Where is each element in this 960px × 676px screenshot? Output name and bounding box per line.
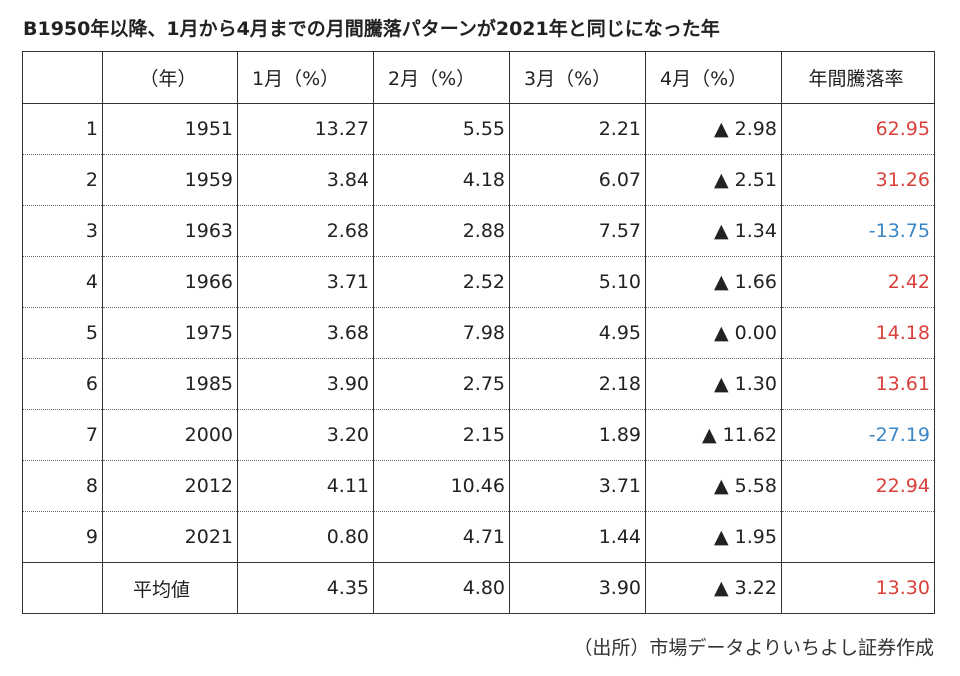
cell-annual — [781, 511, 935, 563]
cell-mar: 5.10 — [509, 256, 646, 308]
cell-apr: ▲ 1.34 — [645, 205, 782, 257]
cell-year: 2012 — [102, 460, 238, 512]
cell-annual: 14.18 — [781, 307, 935, 359]
table-title: B1950年以降、1月から4月までの月間騰落パターンが2021年と同じになった年 — [23, 18, 720, 40]
cell-index — [22, 562, 103, 614]
cell-mar: 2.21 — [509, 103, 646, 155]
cell-feb: 2.15 — [373, 409, 510, 461]
cell-annual: 13.30 — [781, 562, 935, 614]
header-row: （年） 1月（%） 2月（%） 3月（%） 4月（%） 年間騰落率 — [22, 51, 935, 104]
cell-annual: 62.95 — [781, 103, 935, 155]
cell-year: 1966 — [102, 256, 238, 308]
cell-apr: ▲ 3.22 — [645, 562, 782, 614]
cell-apr: ▲ 1.95 — [645, 511, 782, 563]
cell-year: 2000 — [102, 409, 238, 461]
cell-apr: ▲ 2.51 — [645, 154, 782, 206]
cell-annual: -27.19 — [781, 409, 935, 461]
cell-feb: 4.71 — [373, 511, 510, 563]
cell-jan: 3.71 — [237, 256, 374, 308]
cell-jan: 0.80 — [237, 511, 374, 563]
header-feb: 2月（%） — [373, 51, 510, 104]
cell-year: 1959 — [102, 154, 238, 206]
cell-index: 4 — [22, 256, 103, 308]
cell-index: 8 — [22, 460, 103, 512]
cell-feb: 2.88 — [373, 205, 510, 257]
header-year: （年） — [102, 51, 238, 104]
table-row: 4 1966 3.71 2.52 5.10 ▲ 1.66 2.42 — [22, 256, 935, 308]
cell-index: 2 — [22, 154, 103, 206]
table-row: 7 2000 3.20 2.15 1.89 ▲ 11.62 -27.19 — [22, 409, 935, 461]
cell-index: 7 — [22, 409, 103, 461]
cell-year: 1951 — [102, 103, 238, 155]
cell-annual: 13.61 — [781, 358, 935, 410]
cell-index: 3 — [22, 205, 103, 257]
cell-mar: 4.95 — [509, 307, 646, 359]
cell-feb: 7.98 — [373, 307, 510, 359]
cell-jan: 3.20 — [237, 409, 374, 461]
cell-index: 9 — [22, 511, 103, 563]
average-row: 平均値 4.35 4.80 3.90 ▲ 3.22 13.30 — [22, 562, 935, 614]
cell-mar: 3.90 — [509, 562, 646, 614]
header-mar: 3月（%） — [509, 51, 646, 104]
cell-feb: 2.75 — [373, 358, 510, 410]
cell-index: 6 — [22, 358, 103, 410]
cell-apr: ▲ 0.00 — [645, 307, 782, 359]
table-row: 5 1975 3.68 7.98 4.95 ▲ 0.00 14.18 — [22, 307, 935, 359]
cell-mar: 1.89 — [509, 409, 646, 461]
cell-feb: 4.18 — [373, 154, 510, 206]
cell-apr: ▲ 5.58 — [645, 460, 782, 512]
cell-mar: 3.71 — [509, 460, 646, 512]
cell-feb: 10.46 — [373, 460, 510, 512]
table-row: 2 1959 3.84 4.18 6.07 ▲ 2.51 31.26 — [22, 154, 935, 206]
cell-mar: 1.44 — [509, 511, 646, 563]
cell-apr: ▲ 2.98 — [645, 103, 782, 155]
cell-mar: 2.18 — [509, 358, 646, 410]
cell-annual: 31.26 — [781, 154, 935, 206]
header-apr: 4月（%） — [645, 51, 782, 104]
cell-year: 1985 — [102, 358, 238, 410]
source-note: （出所）市場データよりいちよし証券作成 — [573, 637, 934, 659]
cell-annual: -13.75 — [781, 205, 935, 257]
cell-year: 平均値 — [102, 562, 238, 614]
cell-jan: 4.11 — [237, 460, 374, 512]
cell-jan: 4.35 — [237, 562, 374, 614]
cell-mar: 6.07 — [509, 154, 646, 206]
header-index — [22, 51, 103, 104]
table-row: 6 1985 3.90 2.75 2.18 ▲ 1.30 13.61 — [22, 358, 935, 410]
cell-feb: 4.80 — [373, 562, 510, 614]
cell-apr: ▲ 1.66 — [645, 256, 782, 308]
table-row: 3 1963 2.68 2.88 7.57 ▲ 1.34 -13.75 — [22, 205, 935, 257]
cell-mar: 7.57 — [509, 205, 646, 257]
cell-jan: 13.27 — [237, 103, 374, 155]
cell-year: 2021 — [102, 511, 238, 563]
cell-jan: 3.68 — [237, 307, 374, 359]
cell-year: 1963 — [102, 205, 238, 257]
header-annual: 年間騰落率 — [781, 51, 935, 104]
cell-annual: 2.42 — [781, 256, 935, 308]
header-jan: 1月（%） — [237, 51, 374, 104]
cell-annual: 22.94 — [781, 460, 935, 512]
cell-feb: 2.52 — [373, 256, 510, 308]
cell-year: 1975 — [102, 307, 238, 359]
cell-index: 1 — [22, 103, 103, 155]
cell-apr: ▲ 1.30 — [645, 358, 782, 410]
cell-jan: 3.84 — [237, 154, 374, 206]
cell-index: 5 — [22, 307, 103, 359]
cell-jan: 3.90 — [237, 358, 374, 410]
table-row: 9 2021 0.80 4.71 1.44 ▲ 1.95 — [22, 511, 935, 563]
cell-jan: 2.68 — [237, 205, 374, 257]
table-row: 8 2012 4.11 10.46 3.71 ▲ 5.58 22.94 — [22, 460, 935, 512]
table-row: 1 1951 13.27 5.55 2.21 ▲ 2.98 62.95 — [22, 103, 935, 155]
cell-feb: 5.55 — [373, 103, 510, 155]
data-table: （年） 1月（%） 2月（%） 3月（%） 4月（%） 年間騰落率 1 1951 1… — [22, 51, 935, 614]
cell-apr: ▲ 11.62 — [645, 409, 782, 461]
